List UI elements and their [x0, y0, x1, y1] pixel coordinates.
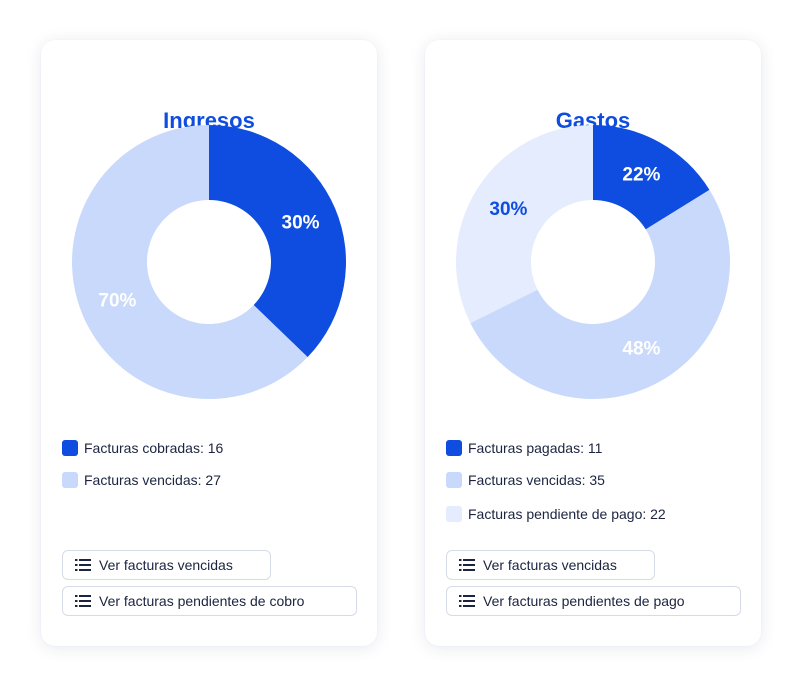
slice-facturas-vencidas — [71, 125, 308, 399]
ver-facturas-vencidas-button[interactable]: Ver facturas vencidas — [446, 550, 655, 580]
list-icon — [75, 559, 91, 571]
list-icon — [459, 559, 475, 571]
button-label: Ver facturas vencidas — [99, 557, 233, 573]
gastos-donut-chart: 22% 48% 30% — [456, 125, 730, 399]
button-label: Ver facturas pendientes de pago — [483, 593, 685, 609]
legend-swatch — [446, 506, 462, 522]
legend-item-facturas-cobradas: Facturas cobradas: 16 — [62, 438, 223, 458]
legend-label: Facturas pagadas: 11 — [468, 440, 603, 456]
slice-facturas-pendiente-de-pago — [456, 125, 593, 324]
legend-swatch — [446, 472, 462, 488]
legend-label: Facturas pendiente de pago: 22 — [468, 506, 666, 522]
slice-percent-label: 30% — [282, 213, 320, 234]
list-icon — [459, 595, 475, 607]
legend-label: Facturas cobradas: 16 — [84, 440, 224, 456]
ingresos-card: Ingresos 30% 70% Facturas cobradas: 16 Fa… — [41, 40, 377, 646]
slice-facturas-vencidas — [470, 189, 730, 399]
button-label: Ver facturas vencidas — [483, 557, 617, 573]
ver-facturas-pendientes-de-cobro-button[interactable]: Ver facturas pendientes de cobro — [62, 586, 357, 616]
legend-swatch — [62, 472, 78, 488]
ver-facturas-pendientes-de-pago-button[interactable]: Ver facturas pendientes de pago — [446, 586, 741, 616]
legend-item-facturas-vencidas: Facturas vencidas: 35 — [446, 470, 605, 490]
slice-percent-label: 30% — [489, 199, 527, 220]
legend-item-facturas-pagadas: Facturas pagadas: 11 — [446, 438, 602, 458]
legend-swatch — [62, 440, 78, 456]
legend-label: Facturas vencidas: 35 — [468, 472, 605, 488]
slice-facturas-pagadas — [593, 125, 710, 230]
button-label: Ver facturas pendientes de cobro — [99, 593, 305, 609]
slice-percent-label: 22% — [622, 165, 660, 186]
ingresos-donut-chart: 30% 70% — [71, 125, 346, 399]
slice-percent-label: 70% — [98, 290, 136, 311]
legend-item-facturas-vencidas: Facturas vencidas: 27 — [62, 470, 221, 490]
legend-swatch — [446, 440, 462, 456]
ver-facturas-vencidas-button[interactable]: Ver facturas vencidas — [62, 550, 271, 580]
slice-facturas-cobradas — [209, 125, 346, 358]
legend-label: Facturas vencidas: 27 — [84, 472, 221, 488]
slice-percent-label: 48% — [622, 338, 660, 359]
gastos-card: Gastos 22% 48% 30% Facturas pagadas: 11 Fa… — [425, 40, 761, 646]
list-icon — [75, 595, 91, 607]
legend-item-facturas-pendiente-de-pago: Facturas pendiente de pago: 22 — [446, 504, 666, 524]
